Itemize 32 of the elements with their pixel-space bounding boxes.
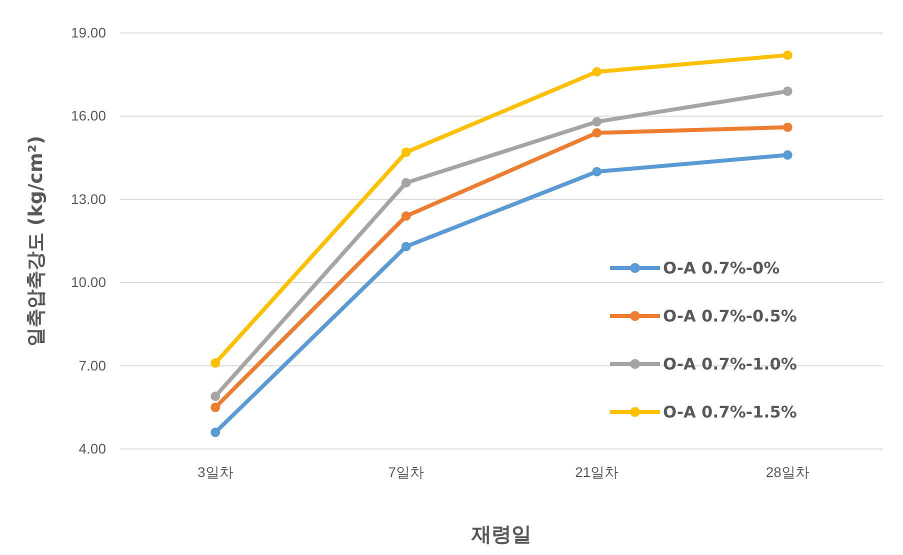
point [401, 148, 411, 157]
x-tick-label: 28일차 [766, 464, 810, 480]
x-tick-label: 3일차 [197, 464, 234, 480]
point [210, 392, 220, 402]
x-tick-label: 7일차 [388, 464, 424, 480]
point [210, 402, 220, 412]
y-tick-label: 7.00 [78, 357, 106, 374]
y-tick-label: 10.00 [70, 274, 106, 290]
legend-label: O-A 0.7%-1.5% [663, 402, 797, 422]
x-tick-label: 21일차 [575, 464, 619, 480]
y-axis-title: 일축압축강도 (kg/cm²) [25, 136, 47, 346]
point [782, 50, 792, 60]
y-tick-label: 19.00 [70, 24, 106, 40]
legend-label: O-A 0.7%-1.0% [663, 354, 797, 374]
point [592, 117, 602, 126]
point [592, 166, 602, 176]
point [210, 428, 220, 438]
point [592, 128, 602, 138]
legend-label: O-A 0.7%-0.5% [663, 306, 797, 326]
point [401, 211, 411, 221]
point [782, 122, 792, 132]
y-tick-label: 16.00 [70, 108, 106, 124]
point [210, 358, 220, 368]
y-tick-label: 13.00 [70, 190, 106, 207]
point [782, 150, 792, 160]
point [401, 242, 411, 252]
legend-label: O-A 0.7%-0% [663, 258, 780, 278]
x-axis-title: 재령일 [470, 522, 532, 546]
point [401, 178, 411, 188]
point [592, 67, 602, 77]
y-tick-label: 4.00 [78, 440, 106, 456]
point [782, 86, 792, 96]
